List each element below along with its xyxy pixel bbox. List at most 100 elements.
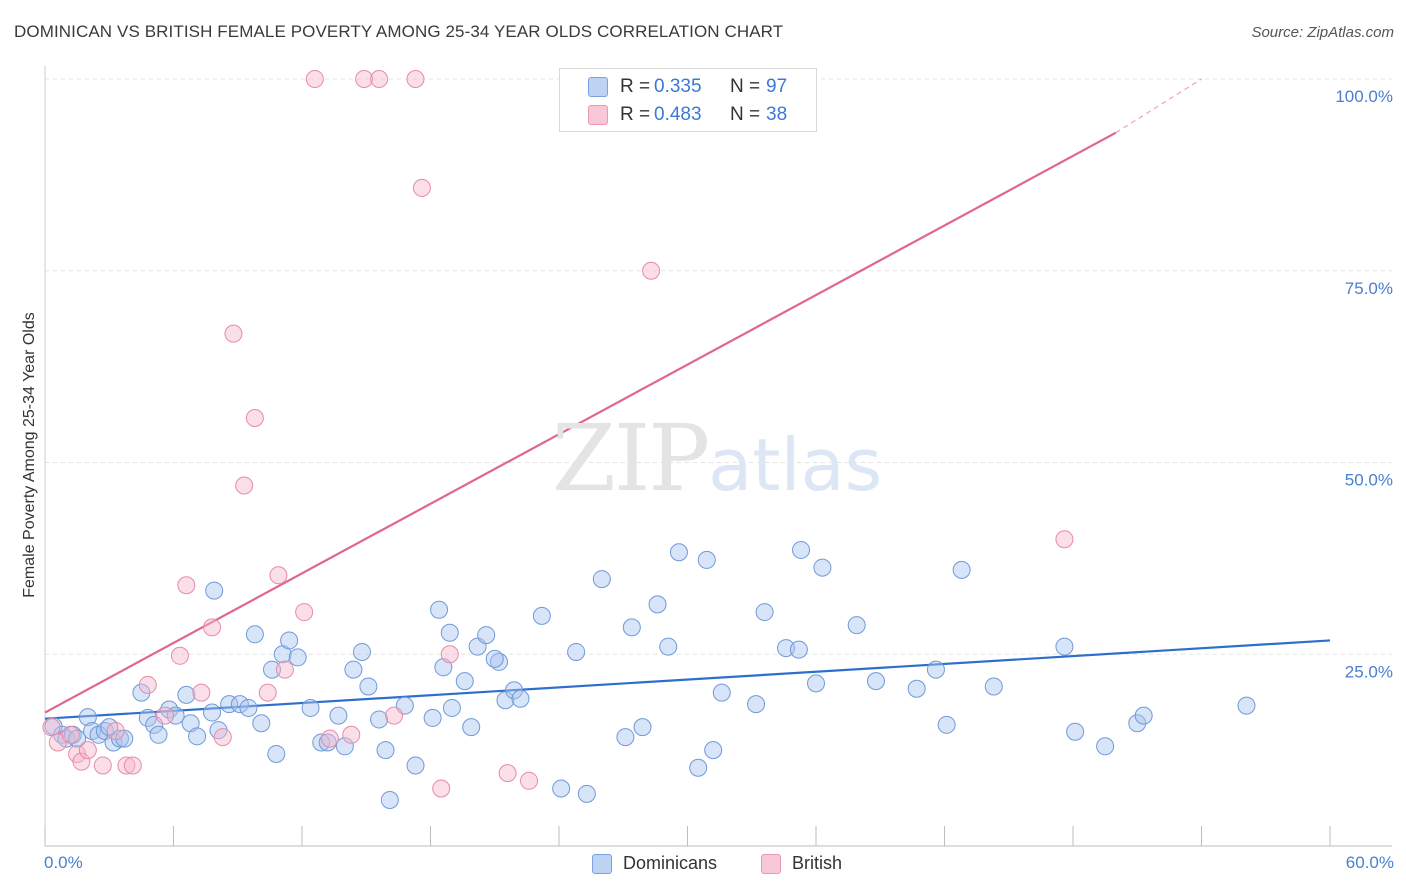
data-point-dominicans xyxy=(926,660,945,679)
data-point-british xyxy=(78,741,97,760)
data-point-dominicans xyxy=(511,689,530,708)
data-point-dominicans xyxy=(329,706,348,725)
y-tick-label: 50.0% xyxy=(1345,471,1393,490)
legend-swatch-pink xyxy=(588,105,608,125)
data-point-british xyxy=(406,70,425,88)
data-point-dominicans xyxy=(442,698,461,717)
data-point-british xyxy=(177,576,196,595)
data-point-dominicans xyxy=(462,718,481,737)
data-point-dominicans xyxy=(263,660,282,679)
data-point-dominicans xyxy=(267,744,286,763)
data-point-british xyxy=(1055,530,1074,549)
trend-line-british xyxy=(44,131,1117,714)
data-point-british xyxy=(295,603,314,622)
data-point-dominicans xyxy=(205,581,224,600)
r-value: 0.483 xyxy=(654,104,702,125)
data-point-dominicans xyxy=(697,550,716,569)
data-point-british xyxy=(275,660,294,679)
data-point-dominicans xyxy=(149,725,168,744)
legend-swatch-blue xyxy=(592,854,612,874)
data-point-british xyxy=(342,725,361,744)
data-point-british xyxy=(72,752,91,771)
watermark: ZIPatlas xyxy=(552,405,883,512)
data-point-dominicans xyxy=(866,672,885,691)
data-point-dominicans xyxy=(370,710,389,729)
trend-line-british-extension xyxy=(1115,78,1202,134)
data-point-british xyxy=(305,70,324,88)
data-point-british xyxy=(642,261,661,280)
data-point-dominicans xyxy=(252,714,271,733)
data-point-dominicans xyxy=(807,674,825,693)
legend-swatch-blue xyxy=(588,77,608,97)
data-point-dominicans xyxy=(552,779,571,798)
data-point-dominicans xyxy=(301,698,320,717)
n-label: N = xyxy=(730,104,761,125)
data-point-dominicans xyxy=(659,637,678,656)
trend-lines xyxy=(44,78,1331,720)
data-point-dominicans xyxy=(430,600,449,619)
data-point-dominicans xyxy=(789,640,808,659)
y-tick-labels: 25.0% 50.0% 75.0% 100.0% xyxy=(1335,87,1393,681)
data-point-british xyxy=(385,706,404,725)
data-point-dominicans xyxy=(577,784,596,803)
x-tick-label-min: 0.0% xyxy=(44,853,83,872)
data-point-british xyxy=(432,779,451,798)
data-point-dominicans xyxy=(1134,706,1153,725)
data-point-dominicans xyxy=(239,698,258,717)
n-label: N = xyxy=(730,76,761,97)
data-point-british xyxy=(106,721,125,740)
data-point-dominicans xyxy=(485,649,504,668)
data-point-british xyxy=(203,618,222,637)
data-point-dominicans xyxy=(312,733,331,752)
data-point-british xyxy=(412,178,431,197)
data-point-british xyxy=(61,725,80,744)
data-point-dominicans xyxy=(755,603,774,622)
data-point-dominicans xyxy=(188,727,207,746)
data-point-dominicans xyxy=(455,672,474,691)
data-point-british xyxy=(155,706,174,725)
data-point-dominicans xyxy=(937,715,956,734)
data-point-dominicans xyxy=(352,642,371,661)
data-point-dominicans xyxy=(335,737,354,756)
data-point-dominicans xyxy=(78,708,97,727)
data-point-dominicans xyxy=(376,741,395,760)
data-point-dominicans xyxy=(230,695,249,714)
data-point-dominicans xyxy=(704,741,723,760)
data-point-dominicans xyxy=(777,639,796,658)
legend-label-british: British xyxy=(792,853,843,873)
data-point-dominicans xyxy=(477,626,496,645)
legend-swatch-pink xyxy=(761,854,781,874)
data-point-dominicans xyxy=(847,616,866,635)
data-point-british xyxy=(520,771,539,790)
data-point-british xyxy=(440,645,459,664)
legend-label-dominicans: Dominicans xyxy=(623,853,718,873)
data-point-british xyxy=(498,764,517,783)
x-tick-label-max: 60.0% xyxy=(1345,853,1394,872)
data-point-british xyxy=(355,70,374,88)
data-point-dominicans xyxy=(907,679,926,698)
data-point-dominicans xyxy=(177,685,196,704)
data-point-british xyxy=(269,566,288,585)
source-label: Source: ZipAtlas.com xyxy=(1251,24,1394,41)
data-point-british xyxy=(258,683,277,702)
y-tick-label: 75.0% xyxy=(1345,279,1393,298)
data-point-dominicans xyxy=(592,570,611,589)
data-point-dominicans xyxy=(1066,722,1085,741)
correlation-legend: R = 0.335 N = 97 R = 0.483 N = 38 xyxy=(559,68,817,132)
data-point-dominicans xyxy=(288,648,307,667)
data-point-dominicans xyxy=(712,683,731,702)
data-point-british xyxy=(138,675,157,694)
data-point-dominicans xyxy=(440,623,459,642)
data-point-dominicans xyxy=(689,758,708,777)
r-value: 0.335 xyxy=(654,76,702,97)
data-point-dominicans xyxy=(622,618,641,637)
data-point-dominicans xyxy=(1128,714,1147,733)
data-point-dominicans xyxy=(648,595,667,614)
data-point-dominicans xyxy=(984,677,1003,696)
data-point-dominicans xyxy=(344,660,363,679)
data-point-british xyxy=(224,324,243,343)
n-value: 38 xyxy=(766,104,788,125)
axes xyxy=(44,66,1392,847)
data-point-british xyxy=(320,729,339,748)
data-point-dominicans xyxy=(952,560,971,579)
